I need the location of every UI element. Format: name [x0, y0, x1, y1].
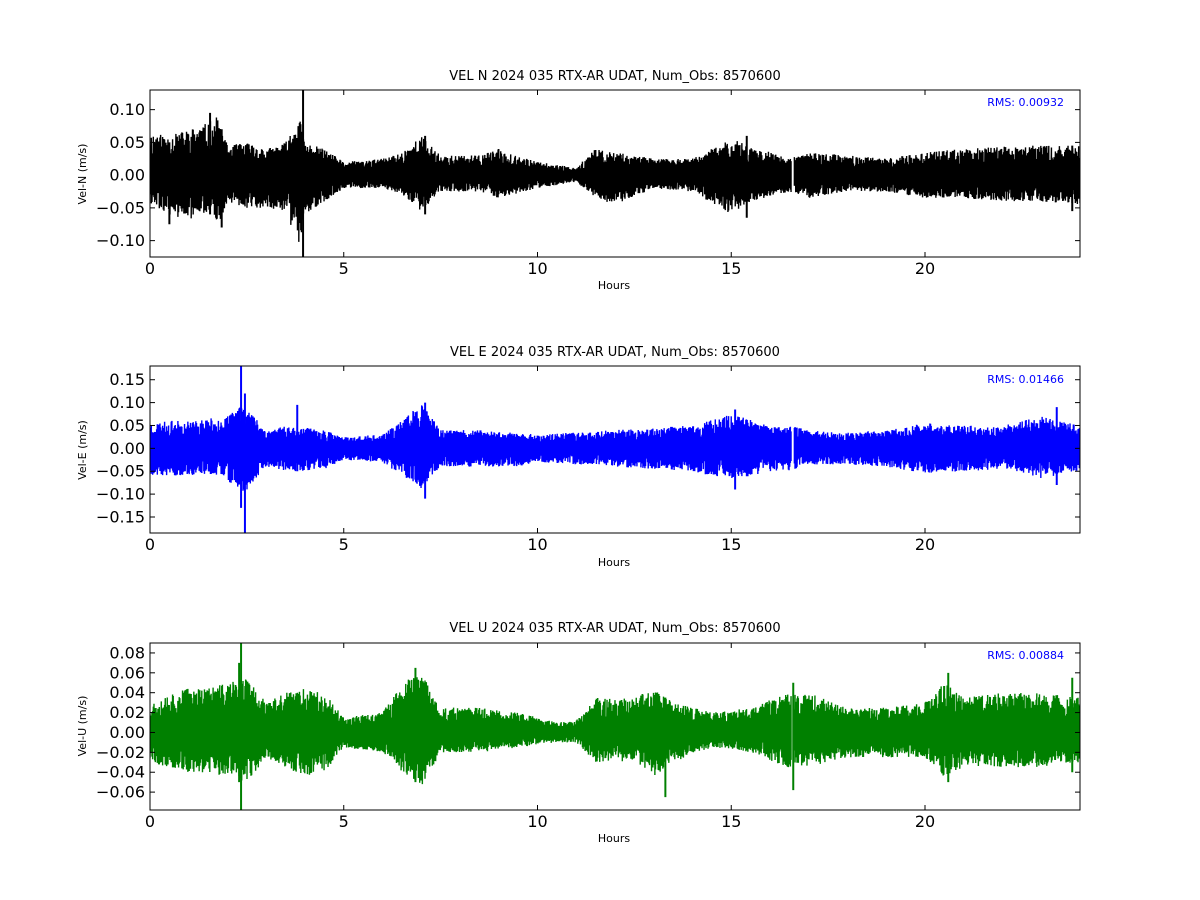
vel-e-ytick-label: −0.15: [96, 507, 145, 526]
vel-u-xtick-label: 5: [339, 812, 349, 831]
vel-u-ytick-label: −0.04: [96, 763, 145, 782]
vel-e-ytick-label: −0.05: [96, 462, 145, 481]
vel-n-series-line: [150, 117, 1080, 242]
vel-u-xtick-label: 10: [527, 812, 547, 831]
vel-u-xtick-label: 15: [721, 812, 741, 831]
vel-n-xtick-label: 0: [145, 259, 155, 278]
vel-e-ytick-label: 0.15: [109, 370, 145, 389]
vel-u-axes-frame: [149, 642, 1081, 811]
vel-u-ytick-label: 0.06: [109, 663, 145, 682]
vel-u-ytick-label: 0.08: [109, 643, 145, 662]
vel-u-panel: 0 5 10 15 20 0.080.060.040.020.00−0.02−0.04−0…: [76, 621, 1081, 845]
vel-n-ytick-label: −0.05: [96, 198, 145, 217]
vel-u-ytick-label: −0.02: [96, 743, 145, 762]
vel-e-series-line: [150, 405, 1080, 491]
vel-e-xlabel: Hours: [598, 556, 630, 569]
vel-n-xlabel: Hours: [598, 279, 630, 292]
vel-e-xtick-label: 10: [527, 535, 547, 554]
vel-u-ylabel: Vel-U (m/s): [76, 696, 89, 757]
vel-u-xtick-label: 0: [145, 812, 155, 831]
vel-u-ytick-label: 0.02: [109, 703, 145, 722]
vel-n-ylabel: Vel-N (m/s): [76, 144, 89, 205]
vel-u-ytick-label: −0.06: [96, 783, 145, 802]
vel-e-title: VEL E 2024 035 RTX-AR UDAT, Num_Obs: 857…: [450, 345, 780, 360]
vel-u-xlabel: Hours: [598, 832, 630, 845]
vel-u-series-line: [150, 677, 1080, 785]
vel-e-xtick-label: 0: [145, 535, 155, 554]
vel-n-xtick-label: 20: [915, 259, 935, 278]
vel-e-ytick-label: 0.05: [109, 416, 145, 435]
vel-e-xtick-label: 15: [721, 535, 741, 554]
vel-n-panel: 0 5 10 15 20 0.10 0.05 0.00 −0.05 −0.10 VEL N 2024…: [76, 69, 1081, 292]
vel-e-ytick-label: −0.10: [96, 485, 145, 504]
vel-e-ylabel: Vel-E (m/s): [76, 420, 89, 480]
vel-u-xtick-label: 20: [915, 812, 935, 831]
vel-e-ytick-label: 0.00: [109, 439, 145, 458]
vel-n-ytick-label: 0.10: [109, 100, 145, 119]
vel-u-ytick-label: 0.04: [109, 683, 145, 702]
vel-n-xtick-label: 5: [339, 259, 349, 278]
vel-u-ytick-label: 0.00: [109, 723, 145, 742]
vel-n-title: VEL N 2024 035 RTX-AR UDAT, Num_Obs: 857…: [449, 69, 780, 84]
vel-n-axes-frame: [149, 89, 1081, 258]
vel-n-ytick-label: 0.00: [109, 166, 145, 185]
vel-n-xtick-label: 15: [721, 259, 741, 278]
vel-u-title: VEL U 2024 035 RTX-AR UDAT, Num_Obs: 857…: [449, 621, 780, 636]
vel-e-panel: 0 5 10 15 20 0.15 0.10 0.05 0.00 −0.05 −0.10 −0.15 V…: [76, 345, 1081, 569]
vel-e-axes-frame: [149, 365, 1081, 534]
vel-n-ytick-label: −0.10: [96, 231, 145, 250]
vel-n-xtick-label: 10: [527, 259, 547, 278]
vel-e-xtick-label: 20: [915, 535, 935, 554]
vel-n-ytick-label: 0.05: [109, 133, 145, 152]
vel-n-rms: RMS: 0.00932: [987, 96, 1064, 109]
vel-e-ytick-label: 0.10: [109, 393, 145, 412]
vel-e-xtick-label: 5: [339, 535, 349, 554]
vel-e-rms: RMS: 0.01466: [987, 373, 1064, 386]
vel-u-rms: RMS: 0.00884: [987, 649, 1064, 662]
